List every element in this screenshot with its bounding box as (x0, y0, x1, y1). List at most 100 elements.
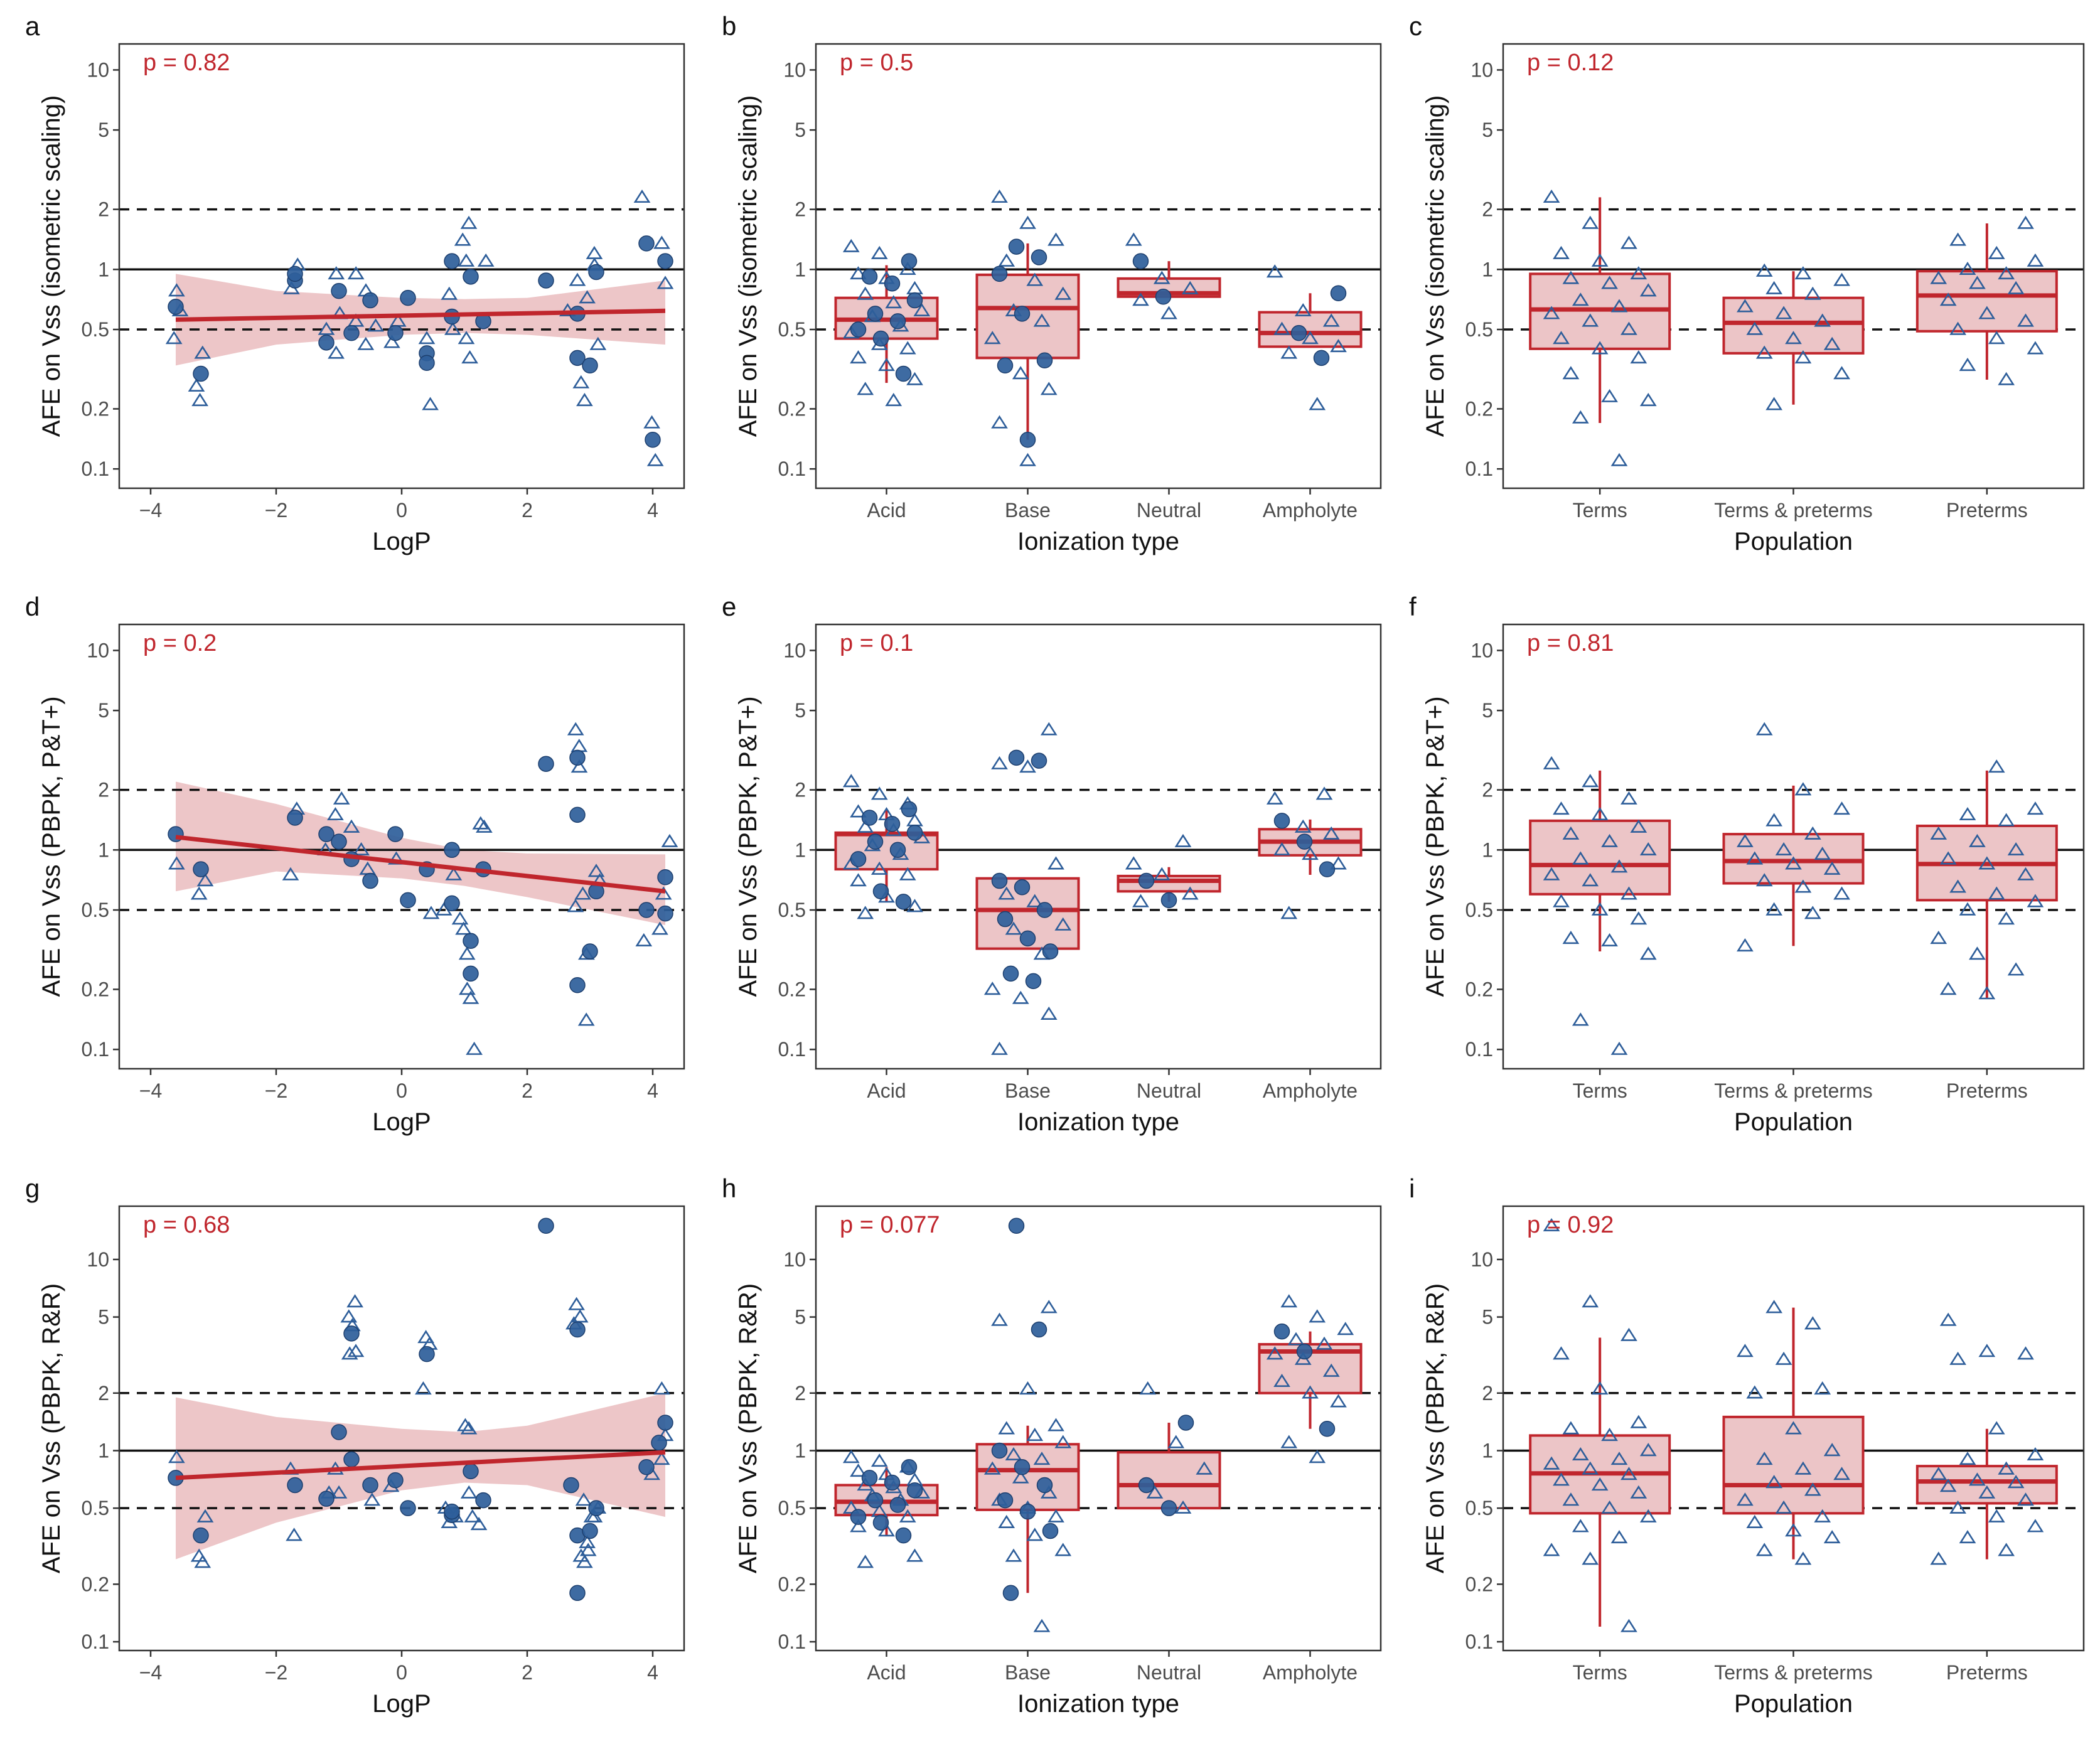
panel-letter: d (25, 592, 40, 621)
p-value-label: p = 0.68 (143, 1212, 230, 1238)
point-circle (1042, 943, 1059, 960)
point-circle (563, 1477, 579, 1494)
point-circle (318, 1490, 335, 1507)
y-axis-title: AFE on Vss (PBPK, P&T+) (1422, 696, 1449, 997)
point-circle (867, 306, 884, 322)
point-circle (569, 350, 586, 367)
point-triangle (477, 253, 495, 267)
category-label: Ampholyte (1263, 499, 1358, 522)
point-triangle (1601, 833, 1618, 847)
point-triangle (1543, 1543, 1560, 1556)
point-circle (1031, 752, 1047, 769)
point-triangle (586, 245, 603, 259)
point-circle (193, 861, 209, 877)
point-triangle (1785, 1421, 1802, 1435)
point-triangle (574, 886, 591, 900)
point-triangle (466, 1041, 483, 1055)
point-triangle (1553, 331, 1570, 345)
point-triangle (1775, 306, 1792, 319)
y-tick-label: 5 (795, 119, 806, 141)
point-triangle (1543, 867, 1560, 880)
point-triangle (1639, 946, 1657, 960)
point-triangle (1582, 313, 1599, 327)
point-triangle (340, 1309, 358, 1323)
point-triangle (1621, 1327, 1637, 1341)
point-triangle (455, 921, 472, 935)
point-circle (889, 313, 906, 329)
point-triangle (1591, 341, 1609, 355)
point-triangle (2017, 313, 2034, 327)
point-triangle (1998, 911, 2015, 925)
point-triangle (1553, 245, 1570, 259)
point-triangle (1639, 1509, 1657, 1522)
point-triangle (353, 842, 370, 856)
point-circle (569, 977, 586, 993)
point-triangle (1040, 722, 1058, 736)
point-triangle (2007, 1475, 2025, 1489)
point-triangle (1755, 263, 1773, 277)
point-triangle (1765, 1475, 1783, 1489)
point-circle (850, 321, 867, 338)
point-triangle (464, 1509, 481, 1522)
panel-g: g 0.1 0.2 0.5 1 2 5 10 −4 −2 0 2 4 LogP AFE on Vss (PB… (25, 1174, 685, 1718)
fit-line (175, 835, 666, 894)
point-triangle (1287, 1332, 1305, 1346)
point-circle (997, 357, 1014, 374)
x-axis-title: Population (1734, 1690, 1853, 1718)
y-tick-label: 1 (795, 1439, 806, 1462)
point-triangle (1012, 1470, 1029, 1484)
point-triangle (1033, 313, 1051, 327)
point-triangle (857, 906, 874, 919)
y-tick-label: 0.2 (778, 978, 806, 1001)
y-tick-label: 0.1 (778, 457, 806, 480)
point-triangle (998, 253, 1015, 267)
point-triangle (653, 235, 670, 249)
p-value-label: p = 0.12 (1527, 50, 1614, 76)
point-triangle (1591, 253, 1609, 267)
point-circle (400, 1500, 416, 1516)
point-triangle (2027, 341, 2044, 355)
point-triangle (415, 1381, 432, 1395)
panel-border (1502, 43, 2085, 490)
point-triangle (1765, 281, 1783, 294)
point-triangle (850, 1519, 867, 1533)
box-iqr (1258, 311, 1363, 348)
point-triangle (1582, 873, 1599, 887)
y-tick-label: 2 (795, 198, 806, 221)
point-circle (538, 1217, 554, 1234)
y-axis-title: AFE on Vss (isometric scaling) (38, 95, 65, 437)
y-tick-label: 0.1 (778, 1630, 806, 1653)
point-circle (444, 1503, 460, 1520)
y-tick-label: 1 (1482, 838, 1493, 861)
point-circle (861, 269, 878, 285)
point-triangle (2017, 867, 2034, 880)
box-iqr (1529, 819, 1671, 896)
point-triangle (1610, 1452, 1628, 1465)
point-triangle (1167, 1435, 1185, 1448)
y-axis-title: AFE on Vss (isometric scaling) (1422, 95, 1449, 437)
point-triangle (1012, 366, 1029, 380)
y-tick-label: 1 (98, 838, 109, 861)
point-triangle (850, 266, 867, 280)
point-triangle (168, 1450, 185, 1463)
point-triangle (1814, 1509, 1831, 1522)
point-circle (867, 1492, 884, 1509)
point-triangle (1930, 826, 1947, 840)
category-label: Terms & preterms (1714, 1661, 1872, 1684)
x-tick-label: −2 (265, 1661, 287, 1684)
point-triangle (457, 1418, 474, 1431)
x-axis-title: Population (1734, 528, 1853, 555)
panel-letter: a (25, 11, 40, 41)
point-circle (657, 253, 673, 269)
point-triangle (1969, 833, 1986, 847)
point-triangle (991, 1312, 1008, 1326)
category-label: Base (1005, 1661, 1051, 1684)
point-triangle (2007, 842, 2025, 856)
panel-letter: e (722, 592, 736, 621)
point-circle (463, 965, 479, 982)
point-circle (287, 1477, 303, 1494)
point-triangle (330, 1485, 348, 1499)
point-triangle (1785, 856, 1802, 870)
point-triangle (196, 1509, 214, 1522)
point-triangle (454, 232, 471, 246)
